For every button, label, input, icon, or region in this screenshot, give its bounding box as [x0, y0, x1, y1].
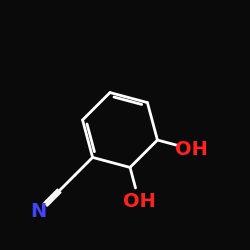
- Text: OH: OH: [175, 140, 208, 159]
- Text: N: N: [31, 202, 47, 221]
- Text: OH: OH: [123, 192, 156, 211]
